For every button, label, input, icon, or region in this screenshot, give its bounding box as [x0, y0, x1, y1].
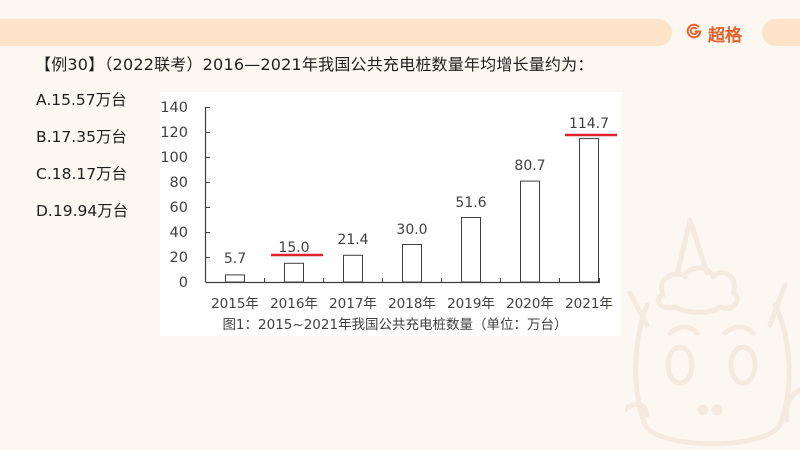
g-logo-icon: [686, 23, 702, 44]
bar-2020: [520, 180, 540, 283]
answer-options: A.15.57万台 B.17.35万台 C.18.17万台 D.19.94万台: [36, 88, 128, 236]
y-tick-140: 140: [160, 100, 188, 116]
value-label-2017: 21.4: [337, 232, 368, 248]
value-label-2021: 114.7: [569, 116, 609, 132]
x-label-2019: 2019年: [447, 296, 495, 312]
value-label-2015: 5.7: [224, 251, 246, 267]
header-band-right: [762, 19, 800, 46]
option-a[interactable]: A.15.57万台: [36, 91, 127, 109]
x-label-2021: 2021年: [565, 296, 613, 312]
value-label-2016: 15.0: [278, 240, 309, 256]
value-label-2019: 51.6: [455, 195, 486, 211]
chart-caption: 图1：2015~2021年我国公共充电桩数量（单位：万台）: [222, 317, 567, 333]
bar-2021: [579, 138, 599, 283]
y-tick-60: 60: [170, 200, 188, 216]
y-tick-20: 20: [170, 250, 188, 266]
bar-2019: [461, 217, 481, 283]
option-c[interactable]: C.18.17万台: [36, 165, 128, 183]
bars: [225, 138, 599, 283]
bar-2017: [343, 254, 363, 283]
option-d[interactable]: D.19.94万台: [36, 202, 129, 220]
option-b[interactable]: B.17.35万台: [36, 128, 127, 146]
x-label-2018: 2018年: [388, 296, 436, 312]
brand-logo: 超格: [686, 20, 742, 46]
x-label-2015: 2015年: [211, 296, 259, 312]
y-tick-120: 120: [160, 125, 188, 141]
y-tick-40: 40: [170, 225, 188, 241]
bar-2015: [225, 274, 245, 283]
value-label-2018: 30.0: [396, 222, 427, 238]
y-tick-0: 0: [179, 275, 188, 291]
x-tick-labels: 2015年 2016年 2017年 2018年 2019年 2020年 2021…: [211, 296, 613, 312]
y-tick-labels: 140 120 100 80 60 40 20 0: [160, 100, 188, 291]
bar-2018: [402, 244, 422, 283]
brand-name: 超格: [708, 25, 742, 46]
question-text: 【例30】（2022联考）2016—2021年我国公共充电桩数量年均增长量约为：: [35, 55, 594, 74]
y-tick-100: 100: [160, 150, 188, 166]
header-band-left: [0, 19, 672, 46]
top-bar: 超格: [0, 0, 800, 60]
x-ticks: [264, 278, 600, 282]
bar-2016: [284, 262, 304, 283]
y-tick-80: 80: [170, 175, 188, 191]
value-labels: 5.7 15.0 21.4 30.0 51.6 80.7 114.7: [224, 116, 609, 267]
bar-chart: 140 120 100 80 60 40 20 0: [160, 100, 617, 333]
chart-panel: 140 120 100 80 60 40 20 0: [160, 92, 622, 336]
x-label-2020: 2020年: [506, 296, 554, 312]
unicorn-mascot-watermark-icon: [625, 217, 800, 447]
y-ticks: [205, 107, 210, 258]
x-label-2016: 2016年: [270, 296, 318, 312]
value-label-2020: 80.7: [514, 158, 545, 174]
x-label-2017: 2017年: [329, 296, 377, 312]
